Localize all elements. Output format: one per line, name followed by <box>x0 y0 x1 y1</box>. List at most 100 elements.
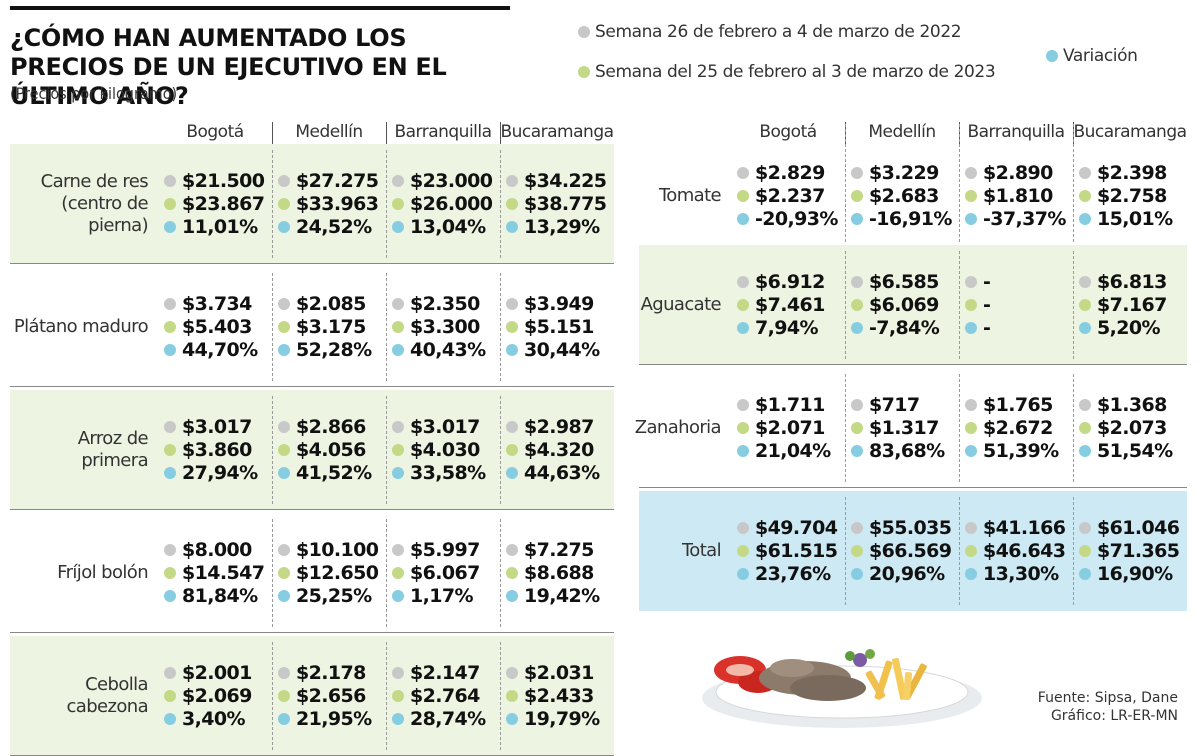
green-dot-icon <box>164 321 176 333</box>
variation-value-line: 44,70% <box>164 339 272 362</box>
left-price-table: Bogotá Medellín Barranquilla Bucaramanga Car… <box>10 118 614 756</box>
price-2023-line: $5.151 <box>506 316 614 339</box>
gray-dot-icon <box>737 399 749 411</box>
variation-value-line: 13,04% <box>392 216 500 239</box>
variation-value: -16,91% <box>869 208 952 230</box>
variation-value: 51,54% <box>1097 440 1173 462</box>
price-2023: $33.963 <box>296 193 379 215</box>
variation-value: -37,37% <box>983 208 1066 230</box>
price-2022: $23.000 <box>410 170 493 192</box>
price-cell: $61.046 $71.365 16,90% <box>1073 491 1187 611</box>
column-header: Bucaramanga <box>500 118 614 146</box>
right-price-table: Bogotá Medellín Barranquilla Bucaramanga Tom… <box>635 118 1187 622</box>
blue-dot-icon <box>392 344 404 356</box>
product-row: Arroz de primera $3.017 $3.860 27,94% $2.866… <box>10 390 614 510</box>
green-dot-icon <box>737 545 749 557</box>
price-2022-line: $2.987 <box>506 416 614 439</box>
gray-dot-icon <box>164 544 176 556</box>
gray-dot-icon <box>278 298 290 310</box>
price-2022: $2.147 <box>410 662 480 684</box>
variation-value-line: 19,79% <box>506 708 614 731</box>
gray-dot-icon <box>392 544 404 556</box>
dashed-divider <box>1073 124 1074 242</box>
price-2022-line: $21.500 <box>164 170 272 193</box>
column-header-label: Medellín <box>295 122 363 142</box>
variation-value-line: 21,95% <box>278 708 386 731</box>
price-2023-line: $2.656 <box>278 685 386 708</box>
green-dot-icon <box>578 66 590 78</box>
green-dot-icon <box>506 690 518 702</box>
gray-dot-icon <box>1079 276 1091 288</box>
blue-dot-icon <box>506 221 518 233</box>
price-2022-line: $2.829 <box>737 162 845 185</box>
price-2022: $717 <box>869 394 920 416</box>
gray-dot-icon <box>1079 399 1091 411</box>
dashed-divider <box>959 124 960 242</box>
product-row: Plátano maduro $3.734 $5.403 44,70% $2.085 $3… <box>10 267 614 387</box>
dashed-divider <box>1073 497 1074 605</box>
product-label: Aguacate <box>640 294 722 315</box>
price-2022-line: $2.001 <box>164 662 272 685</box>
dashed-divider <box>386 642 387 750</box>
price-2023: $2.764 <box>410 685 480 707</box>
price-2023: $5.403 <box>182 316 252 338</box>
product-label: Total <box>681 540 722 561</box>
dashed-divider <box>272 396 273 504</box>
price-cell: $2.147 $2.764 28,74% <box>386 636 500 756</box>
price-cell: $1.368 $2.073 51,54% <box>1073 368 1187 488</box>
dashed-divider <box>959 251 960 359</box>
price-2022-line: $49.704 <box>737 517 845 540</box>
price-2022-line: $61.046 <box>1079 517 1187 540</box>
price-2022: $6.912 <box>755 271 825 293</box>
row-divider <box>639 364 1187 365</box>
price-2023: $38.775 <box>524 193 607 215</box>
green-dot-icon <box>278 321 290 333</box>
price-2023: $6.069 <box>869 294 939 316</box>
variation-value-line: 83,68% <box>851 440 959 463</box>
price-2023-line: $2.433 <box>506 685 614 708</box>
variation-value: -7,84% <box>869 317 940 339</box>
price-2022: $55.035 <box>869 517 952 539</box>
variation-value: 30,44% <box>524 339 600 361</box>
price-2023-line: $14.547 <box>164 562 272 585</box>
price-2023-line: $6.069 <box>851 294 959 317</box>
gray-dot-icon <box>392 175 404 187</box>
variation-value-line: 13,30% <box>965 563 1073 586</box>
green-dot-icon <box>851 299 863 311</box>
column-header-label: Bogotá <box>186 122 244 142</box>
price-2023: - <box>983 294 991 316</box>
gray-dot-icon <box>278 544 290 556</box>
column-header-label: Bucaramanga <box>500 122 614 142</box>
green-dot-icon <box>164 567 176 579</box>
price-2022: $2.350 <box>410 293 480 315</box>
price-2022: $3.734 <box>182 293 252 315</box>
row-divider <box>10 386 614 387</box>
green-dot-icon <box>278 567 290 579</box>
price-cell: $8.000 $14.547 81,84% <box>158 513 272 633</box>
price-2022: $2.829 <box>755 162 825 184</box>
price-cell: $2.398 $2.758 15,01% <box>1073 118 1187 248</box>
product-row: Carne de res (centro de pierna) $21.500 $23… <box>10 144 614 264</box>
price-2023: $71.365 <box>1097 540 1180 562</box>
green-dot-icon <box>278 690 290 702</box>
dashed-divider <box>845 374 846 482</box>
variation-value-line: 33,58% <box>392 462 500 485</box>
variation-value: 27,94% <box>182 462 258 484</box>
price-2022: $2.866 <box>296 416 366 438</box>
variation-value-line: 25,25% <box>278 585 386 608</box>
price-2023: $2.237 <box>755 185 825 207</box>
green-dot-icon <box>392 690 404 702</box>
price-2022-line: $1.765 <box>965 394 1073 417</box>
green-dot-icon <box>1079 545 1091 557</box>
price-2022-line: $2.178 <box>278 662 386 685</box>
gray-dot-icon <box>278 175 290 187</box>
column-header: Bogotá <box>731 118 845 146</box>
variation-value: 16,90% <box>1097 563 1173 585</box>
gray-dot-icon <box>965 522 977 534</box>
row-divider <box>10 509 614 510</box>
column-header: Barranquilla <box>386 118 500 146</box>
variation-value-line: 5,20% <box>1079 317 1187 340</box>
price-2022-line: $55.035 <box>851 517 959 540</box>
price-2023: $26.000 <box>410 193 493 215</box>
price-2022-line: $2.398 <box>1079 162 1187 185</box>
